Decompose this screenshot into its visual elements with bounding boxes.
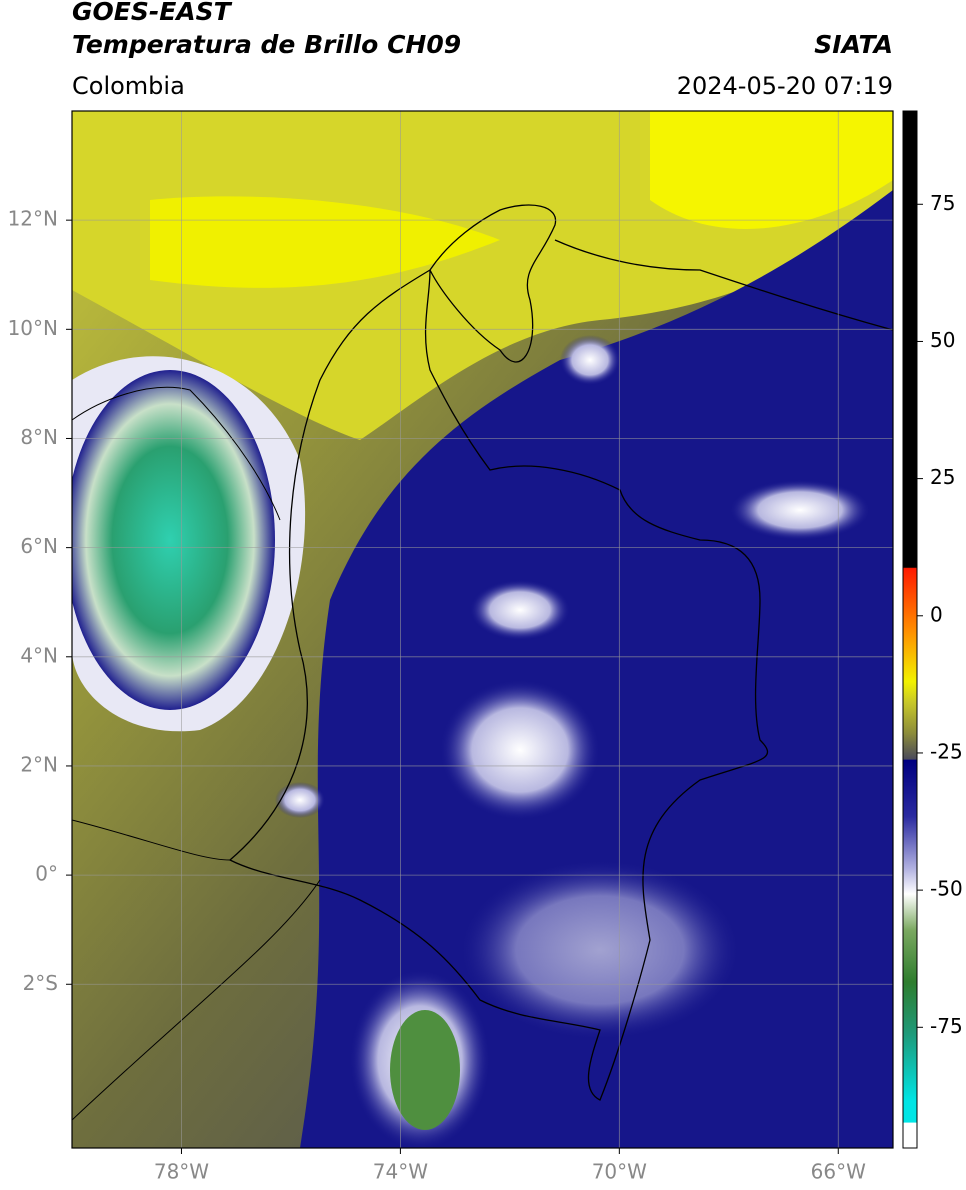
- lon-tick-label: 70°W: [592, 1160, 647, 1184]
- title: GOES-EAST: [72, 0, 233, 26]
- lat-tick-label: 4°N: [20, 643, 58, 667]
- lat-tick-label: 2°S: [23, 971, 58, 995]
- subtitle: Temperatura de Brillo CH09: [72, 30, 461, 59]
- lon-tick-label: 66°W: [811, 1160, 866, 1184]
- lon-tick-label: 78°W: [154, 1160, 209, 1184]
- lat-tick-label: 10°N: [8, 316, 58, 340]
- colorbar-tick-label: 50: [930, 328, 955, 352]
- map-frame: [71, 110, 894, 1149]
- timestamp: 2024-05-20 07:19: [677, 72, 893, 100]
- colorbar-tick-label: 75: [930, 191, 955, 215]
- colorbar-tick-label: -75: [930, 1014, 963, 1038]
- lat-tick-label: 2°N: [20, 752, 58, 776]
- colorbar: [902, 110, 918, 1149]
- lat-tick-label: 6°N: [20, 534, 58, 558]
- lat-tick-label: 8°N: [20, 425, 58, 449]
- map-raster: [72, 111, 893, 1148]
- lat-tick-label: 0°: [35, 862, 58, 886]
- colorbar-tick-label: -25: [930, 739, 963, 763]
- lat-tick-label: 12°N: [8, 207, 58, 231]
- region: Colombia: [72, 72, 185, 100]
- lon-tick-label: 74°W: [373, 1160, 428, 1184]
- source: SIATA: [814, 30, 893, 59]
- colorbar-tick-label: -50: [930, 877, 963, 901]
- colorbar-tick-label: 25: [930, 465, 955, 489]
- graticule: [72, 111, 893, 1148]
- colorbar-tick-label: 0: [930, 602, 943, 626]
